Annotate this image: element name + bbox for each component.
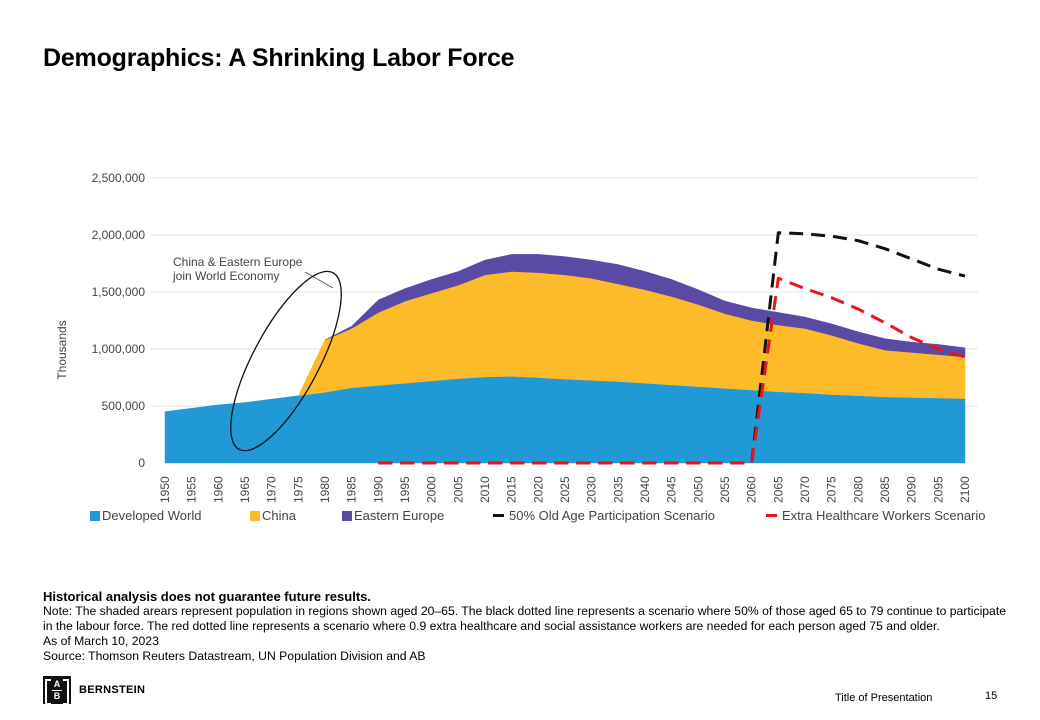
x-tick-label: 2090 (905, 476, 919, 503)
scenario-lines (378, 231, 966, 465)
x-tick-label: 2095 (931, 476, 945, 503)
x-tick-label: 1975 (291, 476, 305, 503)
legend-swatch-developed-world (90, 511, 100, 521)
legend-item-eastern-europe: Eastern Europe (342, 508, 444, 523)
y-tick-label: 1,000,000 (92, 342, 146, 356)
legend-label: Developed World (102, 508, 202, 523)
legend-label: 50% Old Age Participation Scenario (509, 508, 715, 523)
labor-force-chart: 0 500,000 1,000,000 1,500,000 2,000,000 2,500… (55, 171, 978, 503)
x-tick-label: 2025 (558, 476, 572, 503)
y-tick-label: 2,500,000 (92, 171, 146, 185)
annotation: China & Eastern Europe join World Econom… (172, 255, 342, 452)
page-title: Demographics: A Shrinking Labor Force (43, 44, 515, 72)
disclaimer: Historical analysis does not guarantee f… (43, 589, 371, 604)
annotation-line-1: China & Eastern Europe (173, 255, 303, 269)
legend-swatch-china (250, 511, 260, 521)
chart-notes: Historical analysis does not guarantee f… (43, 589, 1013, 664)
legend-swatch-eastern-europe (342, 511, 352, 521)
legend-item-china: China (250, 508, 296, 523)
x-tick-label: 2015 (505, 476, 519, 503)
as-of-date: As of March 10, 2023 (43, 634, 159, 648)
x-tick-label: 2000 (425, 476, 439, 503)
note-text: Note: The shaded arears represent popula… (43, 604, 1007, 633)
x-tick-label: 1970 (265, 476, 279, 503)
x-tick-label: 2020 (531, 476, 545, 503)
legend-item-healthcare-scenario: Extra Healthcare Workers Scenario (766, 508, 986, 523)
x-tick-label: 2005 (451, 476, 465, 503)
x-tick-label: 2100 (958, 476, 972, 503)
legend-item-old-age-scenario: 50% Old Age Participation Scenario (493, 508, 715, 523)
footer-presentation-title: Title of Presentation (835, 692, 933, 704)
x-tick-label: 1950 (158, 476, 172, 503)
x-tick-label: 2060 (745, 476, 759, 503)
x-tick-label: 2085 (878, 476, 892, 503)
page-number: 15 (985, 690, 998, 702)
x-tick-label: 2040 (638, 476, 652, 503)
logo-letter-b: B (53, 691, 61, 701)
bernstein-logo: A B BERNSTEIN (43, 676, 146, 705)
annotation-line-2: join World Economy (172, 269, 280, 283)
x-tick-label: 2010 (478, 476, 492, 503)
legend-line-healthcare-scenario (766, 514, 777, 517)
logo-text: BERNSTEIN (79, 684, 146, 696)
annotation-ellipse (230, 270, 342, 452)
y-tick-label: 500,000 (102, 399, 146, 413)
x-tick-label: 2055 (718, 476, 732, 503)
y-tick-label: 1,500,000 (92, 285, 146, 299)
x-tick-label: 1965 (238, 476, 252, 503)
legend-line-old-age-scenario (493, 514, 504, 517)
x-tick-label: 2065 (771, 476, 785, 503)
x-tick-label: 2075 (825, 476, 839, 503)
x-tick-label: 1995 (398, 476, 412, 503)
legend-label: Extra Healthcare Workers Scenario (782, 508, 986, 523)
x-tick-label: 2045 (665, 476, 679, 503)
stacked-areas (164, 254, 966, 464)
legend-label: Eastern Europe (354, 508, 445, 523)
x-tick-label: 1960 (211, 476, 225, 503)
x-tick-label: 1985 (345, 476, 359, 503)
annotation-leader-line (304, 271, 334, 289)
x-tick-label: 2080 (851, 476, 865, 503)
x-tick-label: 2030 (585, 476, 599, 503)
y-axis-label: Thousands (55, 320, 69, 379)
x-tick-label: 2070 (798, 476, 812, 503)
logo-letter-a: A (53, 679, 61, 689)
x-axis-ticks: 1950 1955 1960 1965 1970 1975 1980 1985 1990 1995… (158, 476, 972, 503)
x-tick-label: 2050 (691, 476, 705, 503)
x-tick-label: 1980 (318, 476, 332, 503)
area-eastern-europe (324, 254, 966, 358)
y-axis-ticks: 0 500,000 1,000,000 1,500,000 2,000,000 2,500… (92, 171, 146, 470)
legend-item-developed-world: Developed World (90, 508, 201, 523)
ab-logo-mark: A B (43, 676, 71, 705)
y-tick-label: 2,000,000 (92, 228, 146, 242)
legend-label: China (262, 508, 296, 523)
x-tick-label: 1955 (185, 476, 199, 503)
y-tick-label: 0 (138, 456, 145, 470)
line-extra-healthcare-workers-scenario (378, 276, 966, 465)
source-text: Source: Thomson Reuters Datastream, UN P… (43, 649, 426, 663)
x-tick-label: 2035 (611, 476, 625, 503)
x-tick-label: 1990 (371, 476, 385, 503)
